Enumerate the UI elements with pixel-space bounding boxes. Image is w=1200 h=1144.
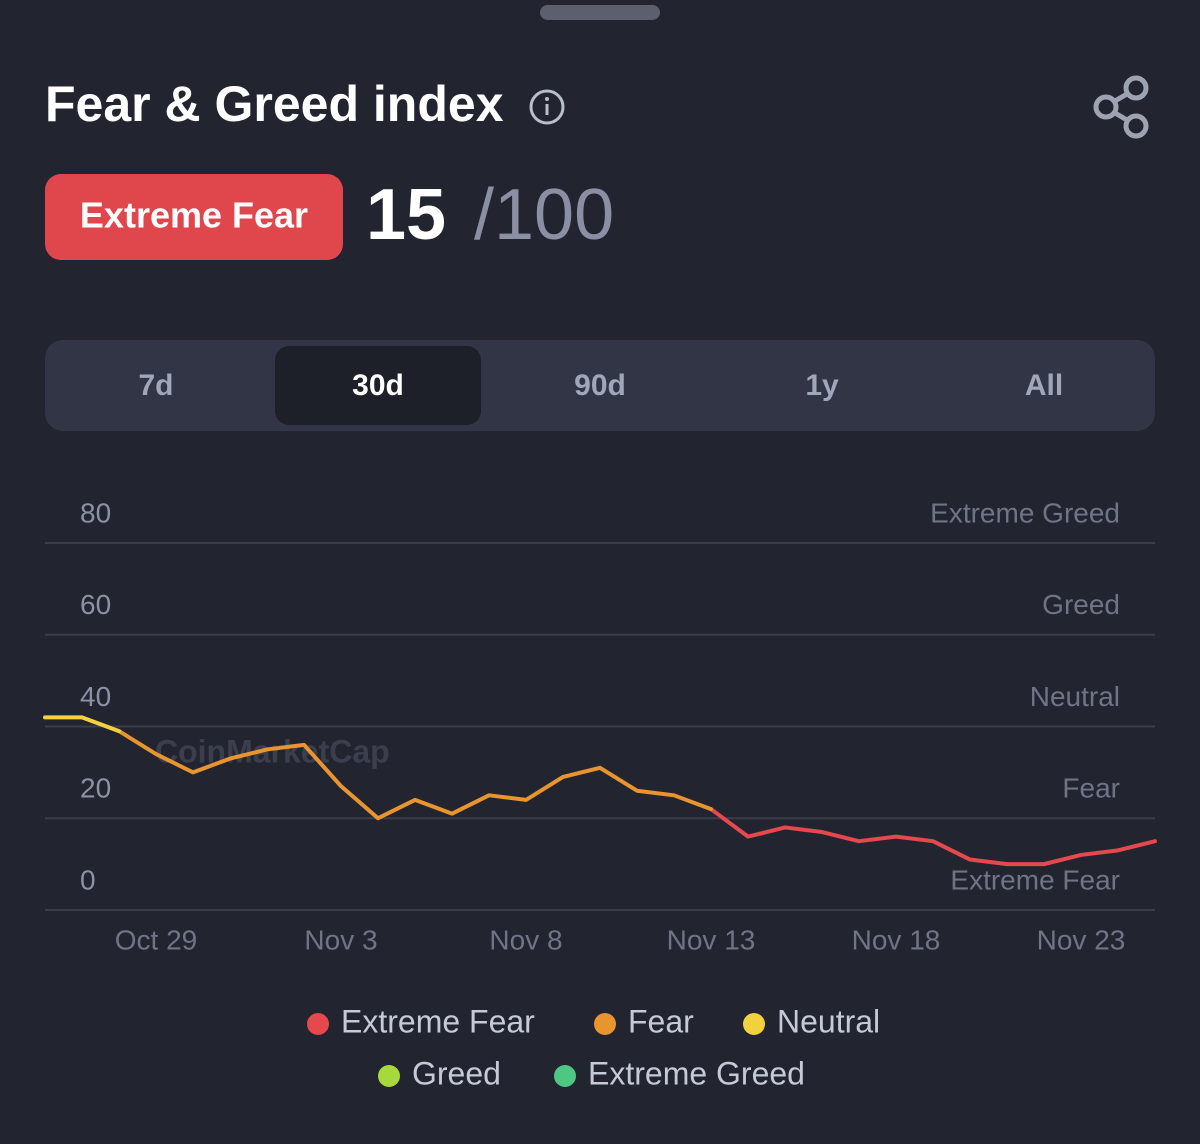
legend-swatch (378, 1065, 400, 1087)
info-icon[interactable] (529, 89, 565, 125)
legend-label: Extreme Greed (588, 1055, 805, 1091)
tab-active-bg (275, 346, 481, 425)
badge-label: Extreme Fear (80, 195, 308, 236)
tab[interactable]: 1y (805, 369, 839, 402)
share-node (1123, 113, 1149, 139)
tab[interactable]: 30d (352, 369, 404, 402)
legend-label: Greed (412, 1055, 501, 1091)
legend-swatch (743, 1013, 765, 1035)
tab[interactable]: 7d (138, 369, 173, 402)
share-node (1093, 94, 1119, 120)
y-tick-label: 60 (80, 589, 111, 620)
tab[interactable]: 90d (574, 369, 626, 402)
zone-label: Greed (1042, 589, 1120, 620)
share-link (1113, 91, 1129, 104)
share-node (1123, 75, 1149, 101)
zone-label: Extreme Greed (930, 497, 1120, 528)
y-tick-label: 80 (80, 497, 111, 528)
title: Fear & Greed index (45, 76, 504, 132)
x-tick-label: Oct 29 (115, 924, 197, 955)
legend-swatch (554, 1065, 576, 1087)
chart: CoinMarketCap 0 Extreme Fear 20 Fear 40 Neutra… (43, 497, 1157, 1091)
line (43, 715, 121, 734)
legend-swatch (594, 1013, 616, 1035)
score-max: /100 (474, 175, 614, 255)
info-circle (529, 89, 565, 125)
zone-label: Fear (1062, 773, 1120, 804)
x-tick-label: Nov 13 (667, 924, 756, 955)
share-icon[interactable] (1093, 75, 1149, 139)
line (117, 729, 713, 821)
legend-swatch (307, 1013, 329, 1035)
legend-label: Extreme Fear (341, 1003, 535, 1039)
drag-handle[interactable] (540, 5, 660, 20)
legend-label: Fear (628, 1003, 694, 1039)
zone-label: Extreme Fear (950, 864, 1120, 895)
y-tick-label: 40 (80, 681, 111, 712)
tabs: 7d 30d 90d 1y All (138, 346, 1063, 425)
legend-label: Neutral (777, 1003, 880, 1039)
x-tick-label: Nov 3 (304, 924, 377, 955)
share-link (1113, 110, 1129, 123)
x-tick-label: Nov 23 (1037, 924, 1126, 955)
y-tick-label: 0 (80, 864, 96, 895)
x-tick-label: Nov 8 (489, 924, 562, 955)
line (709, 807, 1157, 867)
tab[interactable]: All (1025, 369, 1063, 402)
x-tick-label: Nov 18 (852, 924, 941, 955)
score: 15 (366, 175, 446, 255)
y-tick-label: 20 (80, 773, 111, 804)
zone-label: Neutral (1030, 681, 1120, 712)
watermark: CoinMarketCap (155, 733, 390, 769)
info-stem (545, 104, 549, 115)
info-dot (545, 97, 549, 101)
badge (45, 174, 343, 260)
